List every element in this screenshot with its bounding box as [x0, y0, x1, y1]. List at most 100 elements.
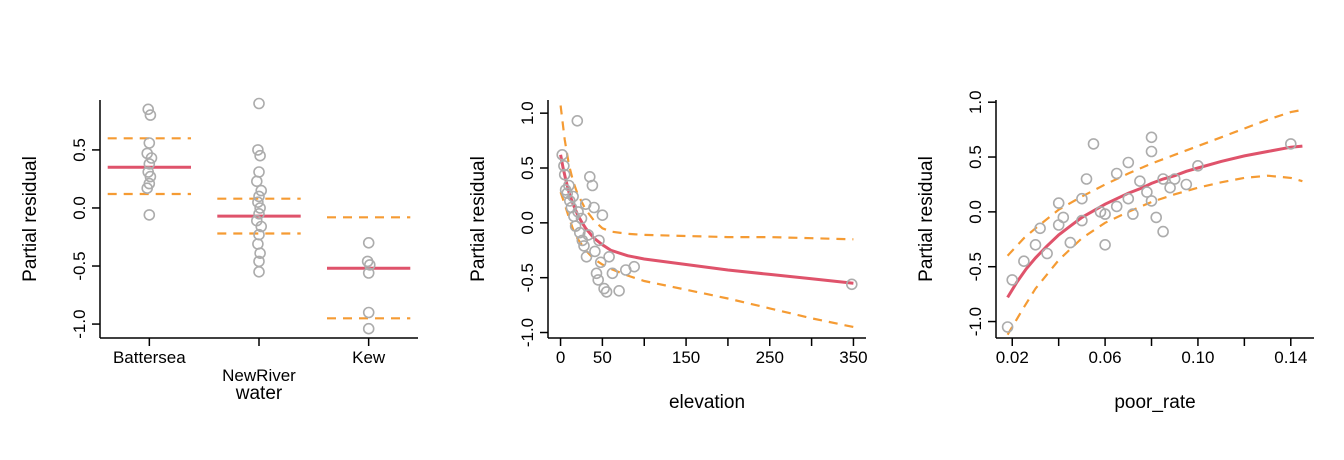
data-point — [253, 166, 265, 178]
data-point — [578, 240, 590, 252]
x-tick-label: 0.06 — [1089, 348, 1122, 367]
data-point — [1157, 225, 1169, 238]
data-point — [1099, 208, 1111, 220]
y-tick-label: 0.5 — [70, 138, 89, 162]
y-tick-label: 0.0 — [966, 200, 985, 224]
data-point — [596, 209, 609, 221]
data-point — [252, 144, 264, 156]
data-point — [593, 234, 605, 247]
data-point — [1122, 156, 1135, 169]
data-point — [253, 208, 265, 220]
x-tick-label: 0.14 — [1274, 348, 1307, 367]
data-point — [1087, 138, 1100, 150]
data-point — [556, 149, 568, 161]
data-point — [563, 179, 575, 192]
data-point — [590, 267, 603, 280]
data-point — [575, 212, 588, 225]
data-point — [253, 190, 265, 203]
data-point — [561, 187, 573, 199]
data-point — [600, 286, 613, 298]
data-point — [1018, 255, 1030, 268]
data-point — [1076, 192, 1088, 205]
data-point — [1052, 197, 1065, 209]
data-point — [252, 196, 264, 208]
water-term-plot: Battersea NewRiver Kew -1.0 -0.5 0.0 0.5 water P… — [20, 97, 418, 404]
data-point — [362, 267, 375, 279]
data-point — [362, 237, 375, 249]
data-point — [1099, 239, 1111, 251]
chart-panel-poor-rate: 0.02 0.06 0.10 0.14 -1.0 -0.5 0.0 0.5 1.0 poor_ra… — [896, 0, 1344, 460]
y-tick-label: 0.0 — [70, 196, 89, 220]
data-point — [1157, 173, 1169, 185]
data-point — [558, 168, 571, 181]
x-tick-label: 0.10 — [1181, 348, 1214, 367]
y-tick-label: -1.0 — [70, 309, 89, 338]
x-tick-label: Battersea — [113, 348, 186, 367]
data-point — [571, 115, 584, 127]
data-point — [1034, 222, 1046, 235]
y-tick-label: 0.0 — [518, 211, 537, 235]
data-point — [1284, 138, 1297, 150]
data-point — [603, 250, 615, 263]
data-point — [255, 220, 268, 233]
data-point — [567, 190, 579, 203]
data-point — [252, 238, 264, 250]
y-tick-label: -0.5 — [518, 263, 537, 292]
data-point — [1001, 321, 1014, 333]
chart-panel-elevation: 0 50 150 250 350 -1.0 -0.5 0.0 0.5 1.0 elevation Pa… — [448, 0, 896, 460]
data-point — [582, 229, 594, 241]
data-point — [598, 282, 610, 295]
data-point — [254, 247, 266, 259]
y-tick-label: -0.5 — [70, 251, 89, 280]
chart-panel-water: Battersea NewRiver Kew -1.0 -0.5 0.0 0.5 water P… — [0, 0, 448, 460]
y-axis-title: Partial residual — [916, 156, 937, 282]
data-point — [1145, 145, 1158, 158]
data-point — [1057, 211, 1070, 224]
data-point — [1145, 195, 1158, 207]
data-point — [254, 149, 266, 162]
elevation-term-plot: 0 50 150 250 350 -1.0 -0.5 0.0 0.5 1.0 elevation Pa… — [468, 100, 868, 413]
data-point — [606, 267, 619, 280]
data-point — [145, 152, 158, 164]
data-point — [363, 259, 376, 271]
x-tick-label: 150 — [672, 348, 700, 367]
y-tick-label: -0.5 — [966, 252, 985, 281]
data-point — [1110, 167, 1123, 180]
x-tick-label: Kew — [352, 348, 386, 367]
data-point — [1180, 178, 1193, 191]
data-point — [254, 202, 266, 214]
poor-rate-term-plot: 0.02 0.06 0.10 0.14 -1.0 -0.5 0.0 0.5 1.0 poor_ra… — [916, 90, 1314, 413]
data-point — [1029, 239, 1042, 251]
data-point — [588, 201, 600, 214]
data-point — [572, 206, 584, 218]
y-tick-label: 1.0 — [518, 101, 537, 125]
x-tick-label: 50 — [593, 348, 612, 367]
data-point — [1141, 186, 1153, 198]
data-point — [628, 260, 640, 273]
data-point — [1127, 208, 1139, 220]
x-tick-label: 250 — [756, 348, 784, 367]
data-point — [580, 250, 593, 263]
data-point — [558, 160, 570, 172]
data-point — [1168, 173, 1181, 185]
data-point — [1041, 247, 1053, 260]
y-tick-label: 0.5 — [518, 156, 537, 180]
x-axis-title: poor_rate — [1114, 392, 1195, 413]
y-tick-label: -1.0 — [966, 307, 985, 336]
x-axis-title: water — [235, 383, 283, 404]
ci-upper-line — [559, 105, 854, 241]
data-point — [592, 274, 604, 286]
data-point — [1150, 211, 1163, 224]
data-point — [845, 278, 858, 291]
data-point — [1006, 274, 1018, 286]
data-point — [142, 103, 154, 116]
data-point — [1080, 173, 1093, 185]
y-tick-label: 0.5 — [966, 145, 985, 169]
data-point — [362, 322, 375, 335]
data-point — [1076, 214, 1088, 227]
data-point — [255, 184, 268, 197]
data-point — [586, 179, 599, 192]
y-tick-label: -1.0 — [518, 318, 537, 347]
x-tick-label: NewRiver — [222, 366, 296, 385]
